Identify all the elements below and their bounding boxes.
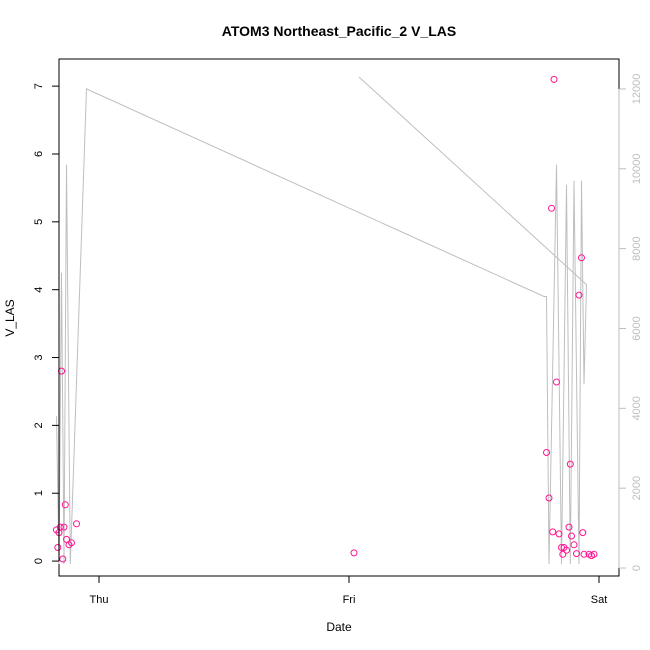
y2-tick-label: 2000 xyxy=(631,476,643,500)
y2-tick-label: 4000 xyxy=(631,396,643,420)
y-axis-title: V_LAS xyxy=(3,299,17,336)
y-tick-label: 3 xyxy=(33,354,45,360)
y-tick-label: 6 xyxy=(33,151,45,157)
series-line xyxy=(56,76,588,565)
data-point xyxy=(566,460,574,468)
y2-tick-label: 8000 xyxy=(631,236,643,260)
y-tick-label: 1 xyxy=(33,490,45,496)
data-point xyxy=(60,523,68,531)
y-tick-label: 0 xyxy=(33,558,45,564)
data-point xyxy=(350,549,358,557)
plot-layer xyxy=(53,75,598,565)
data-point xyxy=(559,550,567,558)
data-point xyxy=(579,529,587,537)
axes-layer: Thu Fri Sat 0 1 2 3 4 5 6 7 0 2000 4000 6000 8000 10000 1… xyxy=(33,74,643,606)
data-point xyxy=(549,528,557,536)
data-point xyxy=(545,494,553,502)
y2-tick-label: 10000 xyxy=(631,153,643,184)
data-point xyxy=(56,523,64,531)
x-tick-label: Fri xyxy=(343,594,356,606)
plot-frame xyxy=(58,58,620,577)
data-point xyxy=(568,532,575,540)
data-point xyxy=(570,541,578,549)
data-point xyxy=(73,520,80,528)
data-point xyxy=(565,523,573,531)
data-point xyxy=(54,544,62,551)
data-point xyxy=(578,254,585,262)
data-point xyxy=(543,449,550,456)
x-tick-label: Sat xyxy=(591,594,608,606)
y-tick-label: 2 xyxy=(33,422,45,428)
chart-title: ATOM3 Northeast_Pacific_2 V_LAS xyxy=(222,23,456,39)
data-point xyxy=(553,378,560,386)
data-point xyxy=(550,75,558,83)
data-point xyxy=(563,546,570,554)
x-axis-title: Date xyxy=(326,620,352,634)
data-point xyxy=(61,501,69,509)
y-tick-label: 7 xyxy=(33,83,45,89)
y2-tick-label: 6000 xyxy=(631,316,643,340)
y-tick-label: 4 xyxy=(33,287,45,293)
data-point xyxy=(590,550,598,558)
data-point xyxy=(555,530,563,538)
data-point xyxy=(575,291,583,299)
x-tick-label: Thu xyxy=(90,594,109,606)
y2-tick-label: 0 xyxy=(631,565,643,571)
y-tick-label: 5 xyxy=(33,219,45,225)
data-point xyxy=(580,550,588,558)
y2-tick-label: 12000 xyxy=(631,74,643,105)
data-point xyxy=(68,539,75,547)
data-point xyxy=(573,550,580,558)
data-point xyxy=(59,555,67,563)
data-point xyxy=(548,204,555,212)
